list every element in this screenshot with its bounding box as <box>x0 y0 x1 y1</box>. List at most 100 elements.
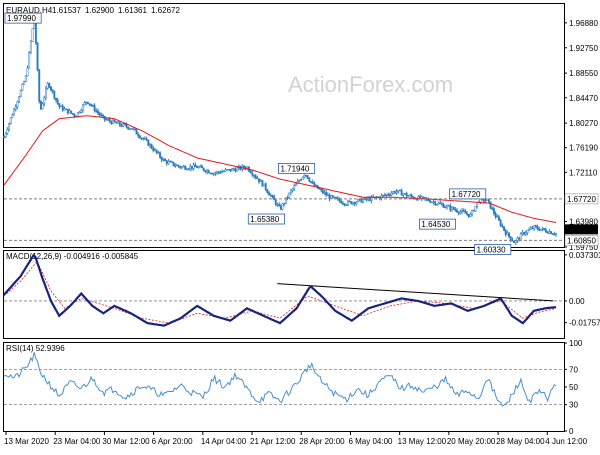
candle-body <box>6 129 9 134</box>
candle-body <box>128 128 131 130</box>
candle-body <box>219 172 222 174</box>
candle-body <box>55 97 57 101</box>
candle-body <box>504 229 507 235</box>
candle-body <box>288 192 291 198</box>
candle-body <box>410 194 413 197</box>
candle-body <box>189 166 192 170</box>
candle-body <box>162 158 165 161</box>
annotation-box <box>418 218 456 230</box>
candle-body <box>202 167 205 171</box>
candle-body <box>385 194 388 196</box>
candle-body <box>501 225 504 227</box>
candle-body <box>259 180 262 183</box>
candle-body <box>102 114 104 117</box>
candle-body <box>187 168 190 170</box>
candle-body <box>123 123 126 125</box>
candle-body <box>305 174 307 177</box>
candle-body <box>278 204 281 207</box>
candle-body <box>93 105 96 112</box>
candle-body <box>83 102 86 106</box>
macd-title: MACD(12,26,9) -0.004916 -0.005845 <box>6 252 139 261</box>
candle-body <box>185 168 188 171</box>
x-tick-label: 13 May 12:00 <box>398 437 447 446</box>
candle-body <box>550 231 552 235</box>
candle-body <box>135 129 138 135</box>
candle-body <box>498 216 500 221</box>
candle-body <box>100 114 103 117</box>
candle-body <box>343 203 346 206</box>
candle-body <box>553 233 556 235</box>
candle-body <box>212 173 215 175</box>
annotation-label: 1.65380 <box>250 215 279 224</box>
candle-body <box>192 164 195 169</box>
candle-body <box>447 205 450 207</box>
candle-body <box>107 119 109 121</box>
candle-body <box>404 193 406 195</box>
candle-body <box>152 148 155 151</box>
candle-body <box>548 231 551 234</box>
candle-body <box>73 113 76 117</box>
candle-body <box>86 101 89 104</box>
candle-body <box>341 202 344 205</box>
candle-body <box>489 201 492 209</box>
candle-body <box>330 195 333 200</box>
macd-tick-label: 0.037301 <box>569 251 600 260</box>
x-tick-label: 6 Apr 20:00 <box>152 437 193 446</box>
candle-body <box>13 108 16 116</box>
candle-body <box>487 198 490 202</box>
candle-body <box>201 165 203 169</box>
candle-body <box>383 194 386 197</box>
candle-body <box>61 105 64 111</box>
candle-body <box>108 119 111 122</box>
candle-body <box>318 188 321 190</box>
candle-body <box>409 194 411 197</box>
candle-body <box>90 104 93 106</box>
candle-body <box>459 211 462 214</box>
x-tick-label: 28 Apr 20:00 <box>299 437 345 446</box>
candle-body <box>253 174 255 177</box>
price-tick-label: 1.92750 <box>569 44 598 53</box>
candle-body <box>197 166 200 169</box>
price-tick-label: 1.59750 <box>569 243 598 252</box>
candle-body <box>9 117 12 124</box>
candle-body <box>11 114 14 119</box>
rsi-panel-frame <box>3 342 565 432</box>
candle-body <box>256 177 259 180</box>
x-tick-label: 6 May 04:00 <box>348 437 393 446</box>
candle-body <box>142 137 145 140</box>
candle-body <box>19 89 22 98</box>
candle-body <box>48 83 51 88</box>
candle-body <box>26 67 29 77</box>
candle-body <box>531 227 534 229</box>
candle-body <box>336 198 339 200</box>
annotation-label: 1.64530 <box>421 220 450 229</box>
candle-body <box>46 83 49 89</box>
candle-body <box>362 199 365 203</box>
macd-panel-frame <box>3 250 565 339</box>
candle-body <box>543 228 546 231</box>
candle-body <box>382 194 385 197</box>
candle-body <box>118 121 121 126</box>
candle-body <box>132 128 135 130</box>
candle-body <box>347 200 349 206</box>
candle-body <box>127 126 130 130</box>
candle-body <box>150 144 153 149</box>
candle-body <box>491 208 494 210</box>
candle-body <box>496 216 499 218</box>
candle-body <box>355 201 358 205</box>
candle-body <box>333 196 336 199</box>
candle-body <box>407 195 410 197</box>
candle-body <box>68 110 71 114</box>
rsi-tick-label: 70 <box>569 365 578 374</box>
candle-body <box>195 166 198 169</box>
x-tick-label: 14 Apr 04:00 <box>201 437 247 446</box>
candle-body <box>199 165 202 168</box>
candle-body <box>325 192 328 196</box>
candle-body <box>313 182 316 187</box>
candle-body <box>536 226 539 230</box>
candle-body <box>323 192 326 194</box>
candle-body <box>432 201 435 203</box>
candle-body <box>266 189 269 193</box>
candle-body <box>430 201 433 203</box>
candle-body <box>494 213 497 218</box>
